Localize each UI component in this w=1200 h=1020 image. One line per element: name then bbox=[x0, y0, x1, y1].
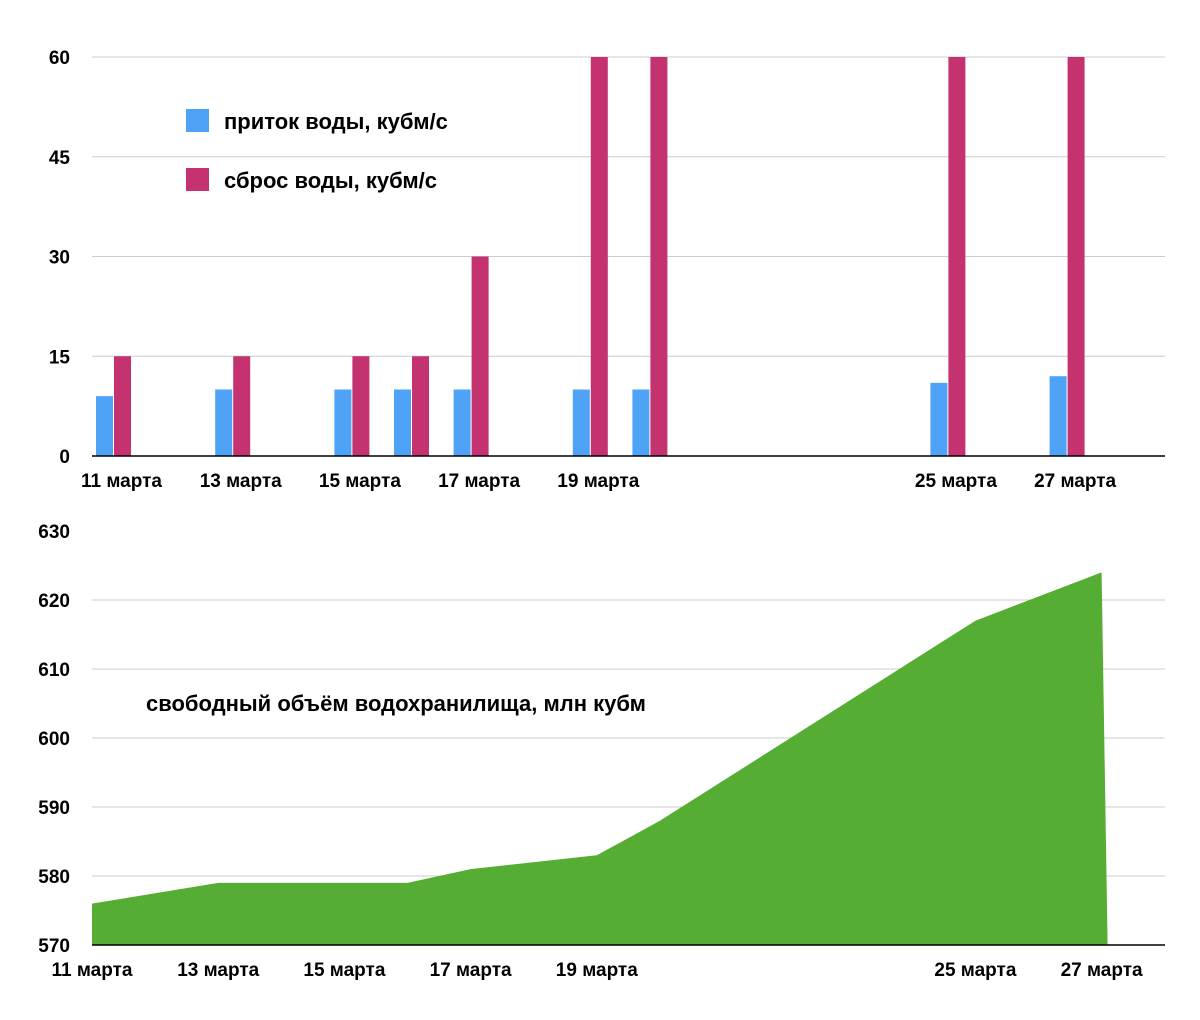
area-x-tick-label: 17 марта bbox=[430, 960, 512, 981]
discharge-bar bbox=[471, 256, 489, 456]
area-chart: 570 580 590 600 610 620 630 11 марта 13 марта 15 … bbox=[38, 522, 1165, 981]
area-y-tick-label: 580 bbox=[38, 867, 70, 888]
bar-x-tick-label: 27 марта bbox=[1034, 471, 1116, 492]
area-x-tick-label: 15 марта bbox=[303, 960, 385, 981]
bar-x-tick-label: 15 марта bbox=[319, 471, 401, 492]
bar-y-tick-label: 0 bbox=[59, 447, 70, 468]
bar-x-tick-label: 25 марта bbox=[915, 471, 997, 492]
inflow-bar bbox=[96, 396, 113, 456]
inflow-bar bbox=[334, 389, 352, 456]
bar-chart: 0 15 30 45 60 11 марта 13 марта 15 марта 17 март… bbox=[49, 48, 1165, 492]
area-x-tick-label: 19 марта bbox=[556, 960, 638, 981]
area-x-tick-label: 11 марта bbox=[52, 960, 133, 981]
area-x-tick-label: 13 марта bbox=[177, 960, 259, 981]
legend-label-inflow: приток воды, кубм/с bbox=[224, 109, 448, 134]
bar-x-tick-label: 17 марта bbox=[438, 471, 520, 492]
inflow-bar bbox=[394, 389, 411, 456]
area-series-label: свободный объём водохранилища, млн кубм bbox=[146, 691, 646, 716]
discharge-bar bbox=[352, 356, 370, 456]
bar-y-tick-label: 45 bbox=[49, 148, 71, 169]
area-y-tick-label: 630 bbox=[38, 522, 70, 543]
inflow-bar bbox=[632, 389, 650, 456]
area-x-tick-label: 27 марта bbox=[1061, 960, 1143, 981]
area-y-tick-label: 600 bbox=[38, 729, 70, 750]
inflow-bar bbox=[1049, 376, 1067, 456]
discharge-bar bbox=[233, 356, 251, 456]
discharge-bar bbox=[948, 57, 966, 456]
bar-y-tick-label: 15 bbox=[49, 347, 71, 368]
area-y-tick-label: 610 bbox=[38, 660, 70, 681]
area-y-tick-label: 620 bbox=[38, 591, 70, 612]
discharge-bar bbox=[590, 57, 608, 456]
area-y-tick-label: 590 bbox=[38, 798, 70, 819]
area-y-tick-label: 570 bbox=[38, 936, 70, 957]
discharge-bar bbox=[650, 57, 668, 456]
area-x-tick-label: 25 марта bbox=[934, 960, 1016, 981]
inflow-bar bbox=[930, 382, 948, 456]
inflow-bar bbox=[453, 389, 471, 456]
discharge-bar bbox=[412, 356, 429, 456]
legend-label-discharge: сброс воды, кубм/с bbox=[224, 168, 437, 193]
bar-x-tick-label: 11 марта bbox=[81, 471, 162, 492]
bar-x-tick-label: 13 марта bbox=[200, 471, 282, 492]
bar-y-tick-label: 60 bbox=[49, 48, 70, 69]
inflow-bar bbox=[215, 389, 233, 456]
legend-swatch-inflow bbox=[186, 109, 209, 132]
bar-y-tick-label: 30 bbox=[49, 248, 70, 269]
discharge-bar bbox=[114, 356, 131, 456]
inflow-bar bbox=[572, 389, 590, 456]
discharge-bar bbox=[1067, 57, 1085, 456]
bar-x-tick-label: 19 марта bbox=[557, 471, 639, 492]
legend-swatch-discharge bbox=[186, 168, 209, 191]
free-volume-area bbox=[92, 572, 1108, 945]
